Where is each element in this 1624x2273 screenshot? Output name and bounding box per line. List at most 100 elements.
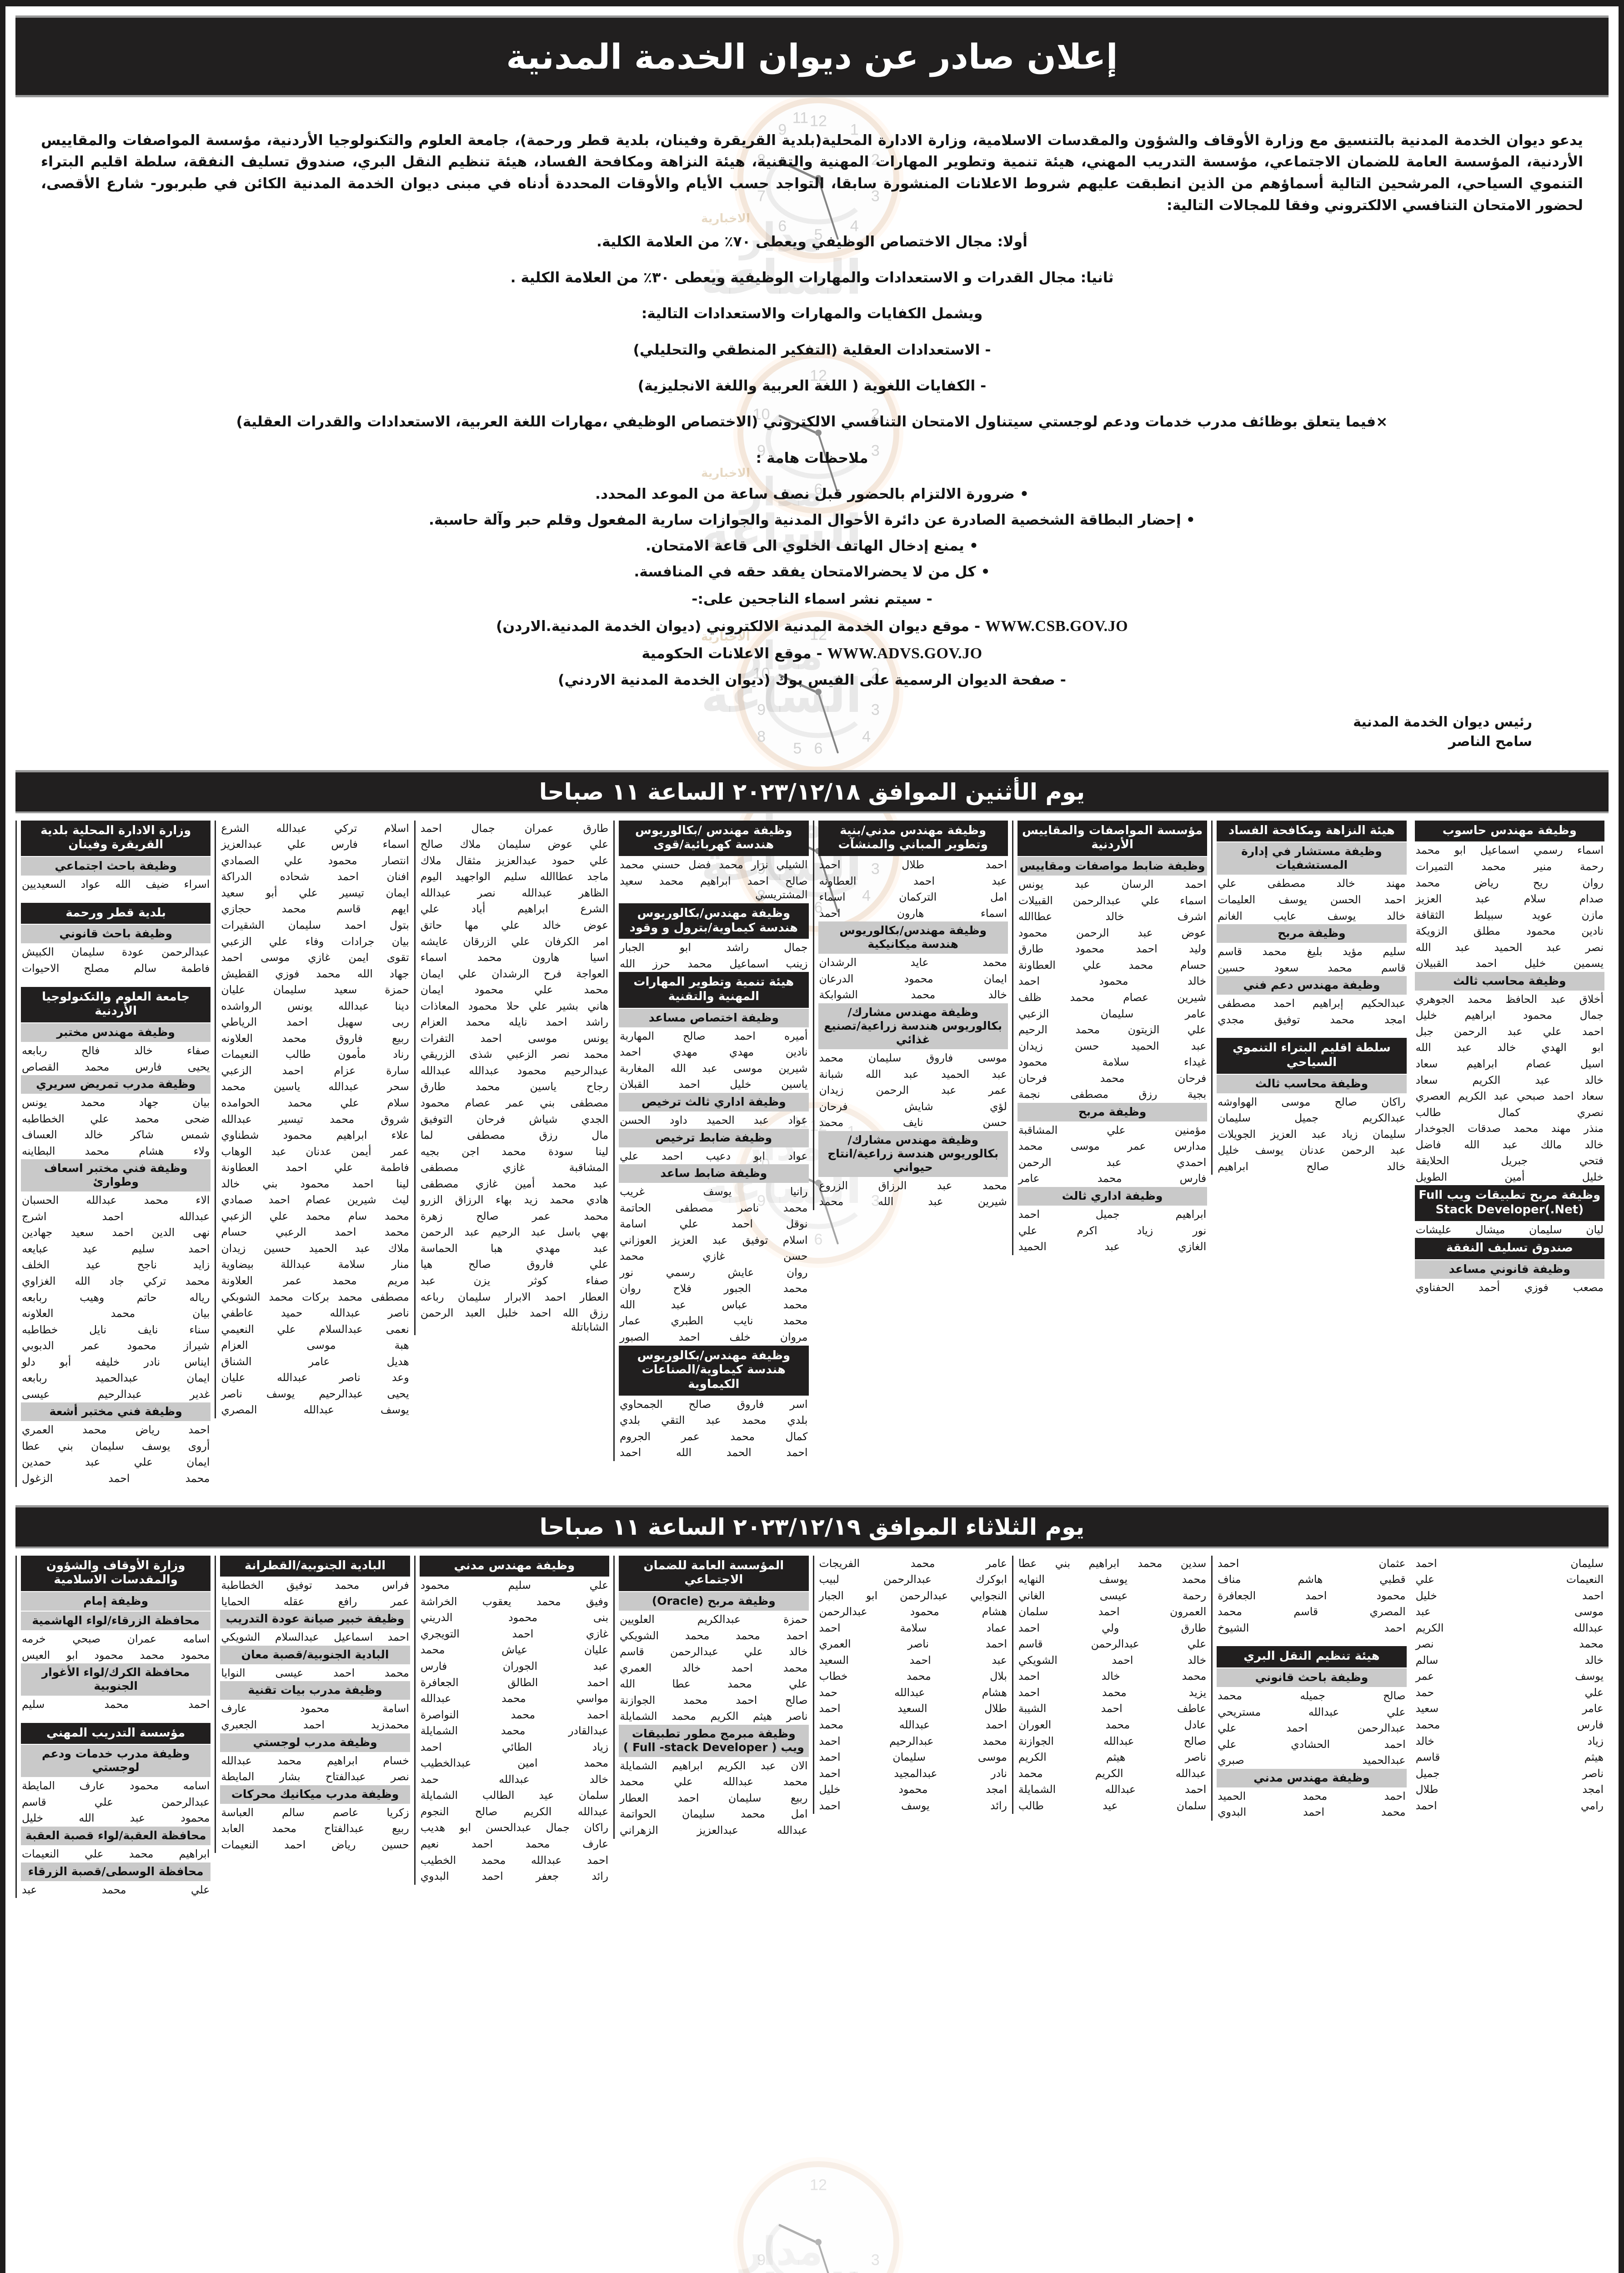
candidate-name: سناء نايف نايل خطاطبه — [22, 1323, 210, 1336]
candidate-name: امجد طلال — [1415, 1783, 1604, 1796]
candidate-name: طارق ولي احمد — [1018, 1621, 1207, 1634]
candidate-name: مصطفى بني عمر عصام محمود — [420, 1096, 609, 1110]
candidate-name: نعمى عبدالسلام علي النعيمي — [221, 1322, 409, 1336]
candidate-name: رزق الله احمد خلبل العبد الرحمن الشاباتل… — [420, 1307, 609, 1333]
candidate-name: اسراء ضيف الله عواد السعيديين — [22, 878, 210, 891]
candidate-name: بيان جهاد محمد يونس — [22, 1096, 210, 1109]
candidate-name: ناصر عبدالله حميد عاطفي — [221, 1307, 409, 1320]
listing-column: وزارة الادارة المحلية بلدية القريقرة وفي… — [15, 820, 215, 1487]
job-title-header: وظيفة مهندس مشارك/ بكالوريوس هندسة زراعي… — [818, 1131, 1008, 1177]
candidate-name: عمر رافع عقله الحمايا — [221, 1595, 409, 1608]
candidate-name: روان عايش رسمي نور — [620, 1266, 808, 1279]
job-title-header: محافظة العقبة/لواء قصبة العقبة — [21, 1826, 211, 1845]
link-csb-url[interactable]: WWW.CSB.GOV.JO — [985, 617, 1128, 635]
job-title-header: البادية الجنوبية/قصبة معان — [220, 1645, 410, 1664]
candidate-name: مصعب فوزي أحمد الحفناوي — [1415, 1281, 1604, 1294]
candidate-name: ربى سهيل احمد الرياطي — [221, 1016, 409, 1029]
entity-header: مؤسسة المواصفات والمقاييس الأردنية — [1017, 820, 1208, 856]
candidate-name: عبد احمد السعيد — [819, 1653, 1007, 1667]
signature-name: سامح الناصر — [1448, 734, 1532, 750]
link-advs-url[interactable]: WWW.ADVS.GOV.JO — [827, 645, 982, 662]
candidate-name: عبدالله عبدالعزيز الزهراني — [620, 1823, 808, 1837]
candidate-name: حسين رياض احمد النعيمات — [221, 1838, 409, 1851]
candidate-name: نهى الدين احمد سعيد جهادين — [22, 1226, 210, 1239]
job-title-header: وظيفة ضابط مواصفات ومقاييس — [1017, 857, 1208, 876]
job-title-header: وظيفة محاسب ثالث — [1414, 971, 1604, 991]
candidate-name: علي عبدالله مستريحي — [1218, 1705, 1406, 1718]
candidate-name: ملاك عبد الحميد حسين زيدان — [221, 1242, 409, 1255]
job-title-header: محافظة الزرقاء/لواء الهاشمية — [21, 1611, 211, 1630]
candidate-name: صدام سلام عبد العزيز — [1415, 892, 1604, 906]
candidate-name: زياد خالد — [1415, 1734, 1604, 1747]
candidate-name: روان ريح رياض محمد — [1415, 876, 1604, 889]
candidate-name: عوض خالد علي مها حاتق — [420, 919, 609, 931]
candidate-name: علي محمد عطا الله — [620, 1677, 808, 1691]
listing-column: مؤسسة المواصفات والمقاييس الأردنية وظيفة … — [1012, 820, 1211, 1255]
job-title-header: وظيفة مدرب بيات تقنية — [220, 1681, 410, 1700]
listing-column: عامر محمد الفريجات ابوكرك عبدالرحمن لبيب ا… — [812, 1555, 1012, 1814]
candidate-name: بجية رزق مصطفى نجمة — [1018, 1088, 1207, 1101]
candidate-name: منار سلامة عبداللة بيضاوية — [221, 1258, 409, 1271]
candidate-name: هيثم قاسم — [1415, 1751, 1604, 1764]
page-title: إعلان صادر عن ديوان الخدمة المدنية — [506, 36, 1118, 77]
job-title-header: وظيفة مربح (Oracle) — [619, 1592, 809, 1611]
candidate-name: اسماء فارس علي عبدالعزيز — [221, 838, 409, 851]
candidate-name: شروق محمد تيسير عبدالله — [221, 1112, 409, 1126]
listing-column: وظيفة مهندس حاسوب اسماء رسمي اسماعيل ابو … — [1411, 820, 1609, 1296]
candidate-name: سلام علي محمد الحوامده — [221, 1096, 409, 1110]
candidate-name: عماد سلامة احمد — [819, 1621, 1007, 1634]
entity-header: صندوق تسليف النفقة — [1414, 1238, 1604, 1260]
candidate-name: خالد علي عبدالرحمن قاسم — [620, 1645, 808, 1658]
job-title-header: وظيفة محاسب ثالث — [1217, 1074, 1407, 1093]
candidate-name: هشام محمود عبدالرحمن — [819, 1605, 1007, 1618]
candidate-name: اسر فاروق صالح الجمحاوي — [620, 1397, 808, 1411]
entity-header: جامعة العلوم والتكنولوجيا الأردنية — [21, 986, 211, 1022]
candidate-name: رائد يوسف احمد — [819, 1799, 1007, 1812]
candidate-name: خالد سالم — [1415, 1653, 1604, 1667]
candidate-name: ربيع فاروق محمد العلاونه — [221, 1031, 409, 1045]
candidate-name: عاطف احمد الشيبة — [1018, 1702, 1207, 1715]
candidate-name: أخلاق عبد الحافظ محمد الجوهري — [1415, 992, 1604, 1006]
candidate-name: عليان عياش محمد — [420, 1643, 609, 1657]
note-item-absence: كل من لا يحضرالامتحان يفقد حقه في المناف… — [41, 561, 1583, 583]
candidate-name: احمد الحشادي علي — [1218, 1737, 1406, 1751]
job-title-header: وظيفة مدرب تمريض سريري — [21, 1075, 211, 1094]
candidate-name: عبدالرحيم محمود عبدالله عبدالله — [420, 1064, 609, 1077]
job-title-header: وظيفة خبير صيانة عودة التدريب — [220, 1610, 410, 1629]
candidate-name: يحيى عبدالرحيم يوسف ناصر — [221, 1387, 409, 1400]
candidate-name: احمد الحمد الله احمد — [620, 1446, 808, 1459]
candidate-name: ناصر هيثم الكريم — [1018, 1751, 1207, 1764]
candidate-name: لينا سودة محمد اجن بجيه — [420, 1145, 609, 1158]
listing-column: البادية الجنوبية/القطرانة فراس محمد توفيق… — [215, 1555, 414, 1853]
candidate-name: خالد محمد الشوابكة — [819, 988, 1007, 1001]
candidate-name: يونس موسى احمد التفرات — [420, 1031, 609, 1045]
candidate-name: محمد علي محمود ايمان — [420, 983, 609, 996]
candidate-name: محمود محمد محمود ابو العيس — [22, 1648, 210, 1662]
candidate-name: حسن غازي محمد — [620, 1250, 808, 1263]
candidate-name: ناصر هيثم الكريم محمد الشمايلة — [620, 1710, 808, 1723]
candidate-name: محمد عبدالله علي محمد — [620, 1775, 808, 1788]
candidate-name: لؤي شايش فرحان — [819, 1100, 1007, 1113]
candidate-name: احمد الرسان عبد يونس — [1018, 878, 1207, 891]
candidate-name: راكان صالح موسى الهواوشه — [1218, 1095, 1406, 1108]
candidate-name: محمد نايب الطبري عمار — [620, 1314, 808, 1327]
candidate-name: عوض عبد الرحمن محمود — [1018, 926, 1207, 939]
candidate-name: النعيمات علي — [1415, 1573, 1604, 1586]
notes-heading: ملاحظات هامة : — [756, 450, 868, 466]
candidate-name: ايمان تيسير علي أبو سعيد — [221, 886, 409, 899]
link-advs-row: WWW.ADVS.GOV.JO - موقع الاعلانات الحكومي… — [41, 642, 1583, 666]
candidate-name: خسام ابراهيم محمد عبدالله — [221, 1754, 409, 1767]
entity-header: المؤسسة العامة للضمان الاجتماعي — [619, 1555, 809, 1591]
candidate-name: عبدالرحمن عودة سليمان الكبيش — [22, 946, 210, 959]
candidate-name: رحمة عيسى الغاني — [1018, 1589, 1207, 1602]
brand-line1: مدار — [740, 2229, 823, 2273]
entity-header: هيئة النزاهة ومكافحة الفساد — [1217, 820, 1407, 842]
candidate-name: محمد تركي جاد الله الغزاوي — [22, 1274, 210, 1287]
column-spacer — [21, 977, 211, 987]
candidate-name: سحر عبدالله ياسين محمد — [221, 1080, 409, 1093]
candidate-name: ابو الهدي خالد عبد الله — [1415, 1041, 1604, 1054]
candidate-name: قاسم محمد سعود حسين — [1218, 961, 1406, 974]
candidate-name: جمال محمود ابراهيم خليل — [1415, 1009, 1604, 1022]
candidate-name: وليد احمد محمود طارق — [1018, 942, 1207, 956]
candidate-name: رانيا يوسف غريب — [620, 1185, 808, 1198]
